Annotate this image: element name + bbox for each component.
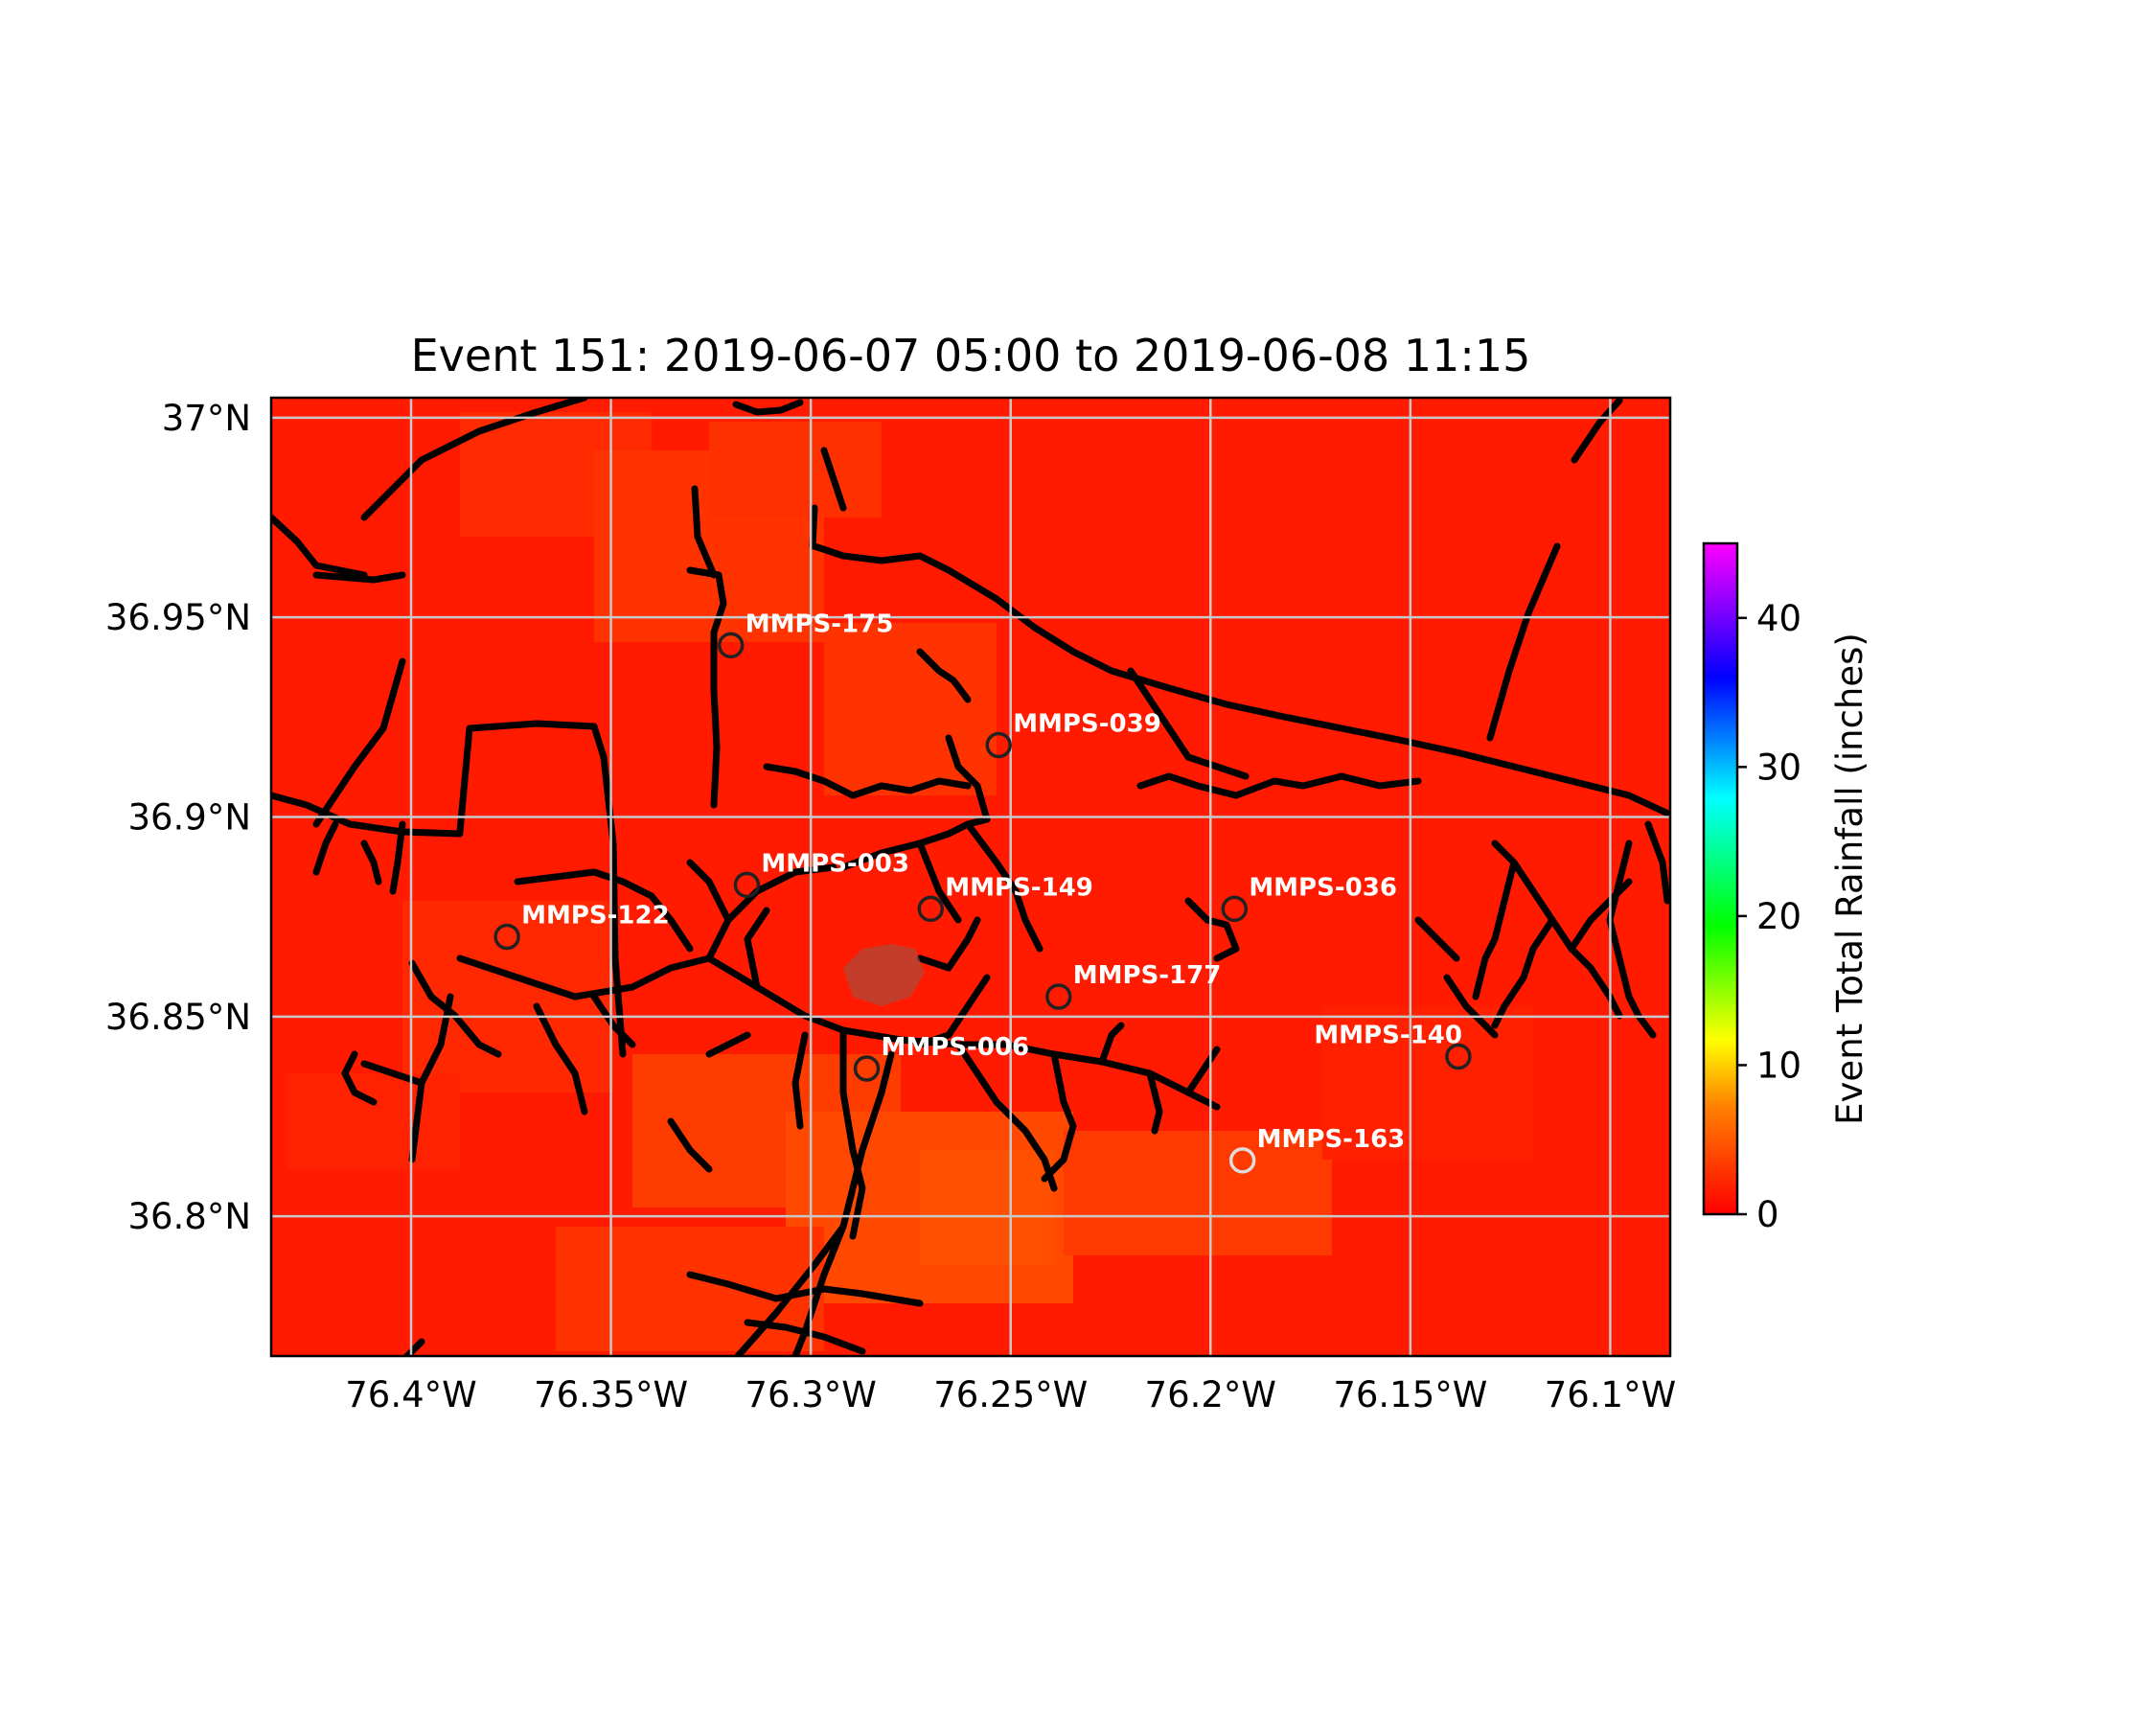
station-marker[interactable] — [1228, 1147, 1256, 1174]
station-label: MMPS-177 — [1073, 961, 1222, 990]
station-marker[interactable] — [1045, 983, 1072, 1010]
colorbar-tick-label: 10 — [1756, 1045, 1801, 1086]
station-marker[interactable] — [493, 923, 520, 951]
station-label: MMPS-149 — [945, 873, 1093, 902]
y-tick-label: 37°N — [162, 398, 251, 439]
lake-smith — [843, 944, 925, 1006]
station-label: MMPS-036 — [1249, 873, 1397, 902]
station-label: MMPS-175 — [745, 610, 894, 638]
station-marker[interactable] — [917, 895, 945, 923]
station-marker[interactable] — [1445, 1043, 1472, 1070]
colorbar-tick-label: 0 — [1756, 1194, 1779, 1235]
station-marker[interactable] — [853, 1055, 881, 1082]
map-title: Event 151: 2019-06-07 05:00 to 2019-06-0… — [411, 330, 1531, 381]
station-label: MMPS-039 — [1013, 710, 1161, 739]
station-label: MMPS-003 — [761, 849, 909, 878]
x-axis-ticks: 76.4°W 76.35°W 76.3°W 76.25°W 76.2°W 76.15°W 7… — [345, 1374, 1676, 1415]
station-marker[interactable] — [733, 871, 761, 899]
map-frame — [269, 396, 1672, 1358]
colorbar-tick-label: 30 — [1756, 747, 1801, 788]
station-label: MMPS-163 — [1257, 1125, 1406, 1154]
x-tick-label: 76.35°W — [534, 1374, 688, 1415]
station-marker[interactable] — [985, 731, 1012, 759]
colorbar-gradient — [1702, 541, 1739, 1216]
y-tick-label: 36.8°N — [127, 1196, 251, 1237]
colorbar-tick-label: 20 — [1756, 896, 1801, 937]
colorbar-label: Event Total Rainfall (inches) — [1829, 632, 1870, 1125]
colorbar-tick-label: 40 — [1756, 598, 1801, 639]
y-axis-ticks: 37°N 36.95°N 36.9°N 36.85°N 36.8°N — [105, 398, 251, 1237]
map-grid — [271, 398, 1670, 1356]
x-tick-label: 76.3°W — [745, 1374, 876, 1415]
station-label: MMPS-006 — [882, 1033, 1030, 1062]
y-tick-label: 36.85°N — [105, 997, 251, 1038]
colorbar: 0 10 20 30 40 Event Total Rainfall (inches) — [1702, 541, 1870, 1235]
x-tick-label: 76.25°W — [933, 1374, 1088, 1415]
station-marker[interactable] — [717, 632, 745, 659]
y-tick-label: 36.95°N — [105, 597, 251, 638]
x-tick-label: 76.2°W — [1145, 1374, 1276, 1415]
x-tick-label: 76.1°W — [1545, 1374, 1676, 1415]
map-panel: MMPS-175 MMPS-039 MMPS-003 MMPS-149 MMPS-036… — [271, 398, 1670, 1356]
colorbar-ticks: 0 10 20 30 40 — [1737, 598, 1801, 1235]
x-tick-label: 76.15°W — [1333, 1374, 1487, 1415]
station-markers: MMPS-175 MMPS-039 MMPS-003 MMPS-149 MMPS-036… — [493, 610, 1472, 1174]
station-label: MMPS-122 — [521, 902, 670, 931]
coastline — [271, 398, 1670, 1356]
station-label: MMPS-140 — [1314, 1022, 1462, 1050]
station-marker[interactable] — [1221, 895, 1249, 923]
y-tick-label: 36.9°N — [127, 797, 251, 839]
x-tick-label: 76.4°W — [345, 1374, 476, 1415]
